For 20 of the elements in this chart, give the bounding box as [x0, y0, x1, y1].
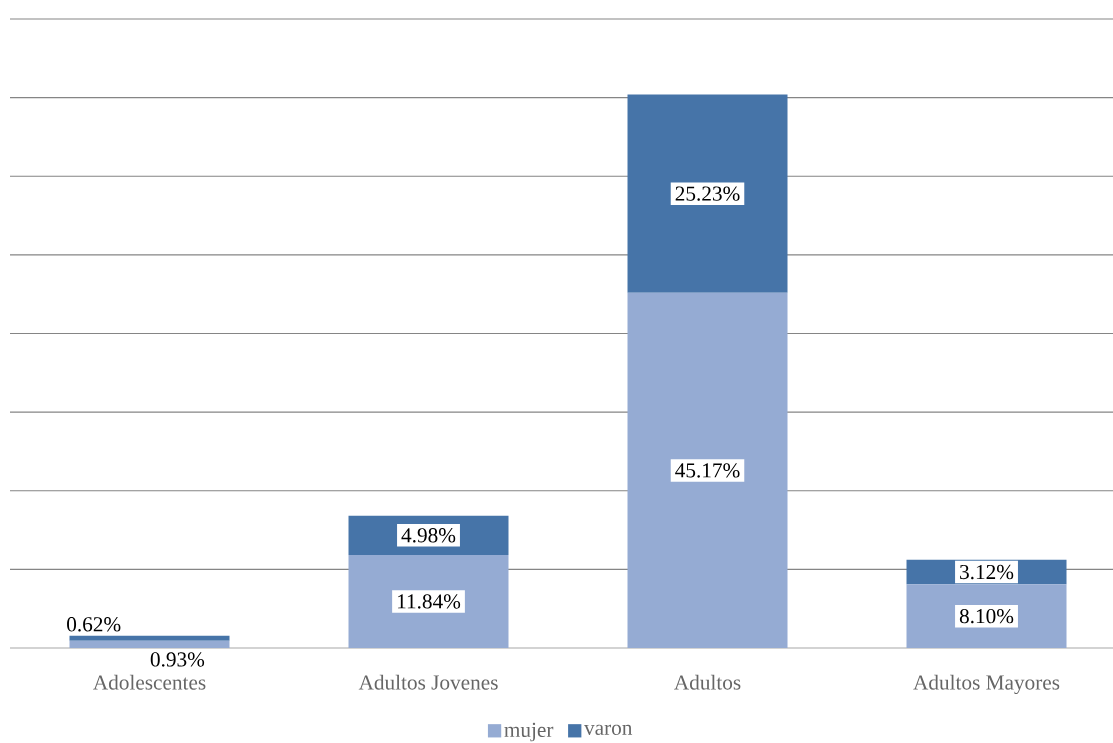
bar	[906, 584, 1067, 648]
data-label: 45.17%	[675, 463, 740, 478]
x-tick-label: Adultos Jovenes	[358, 674, 498, 690]
data-label: 8.10%	[959, 608, 1014, 624]
bar	[69, 640, 230, 648]
legend-label: varon	[584, 724, 633, 736]
bar	[627, 94, 788, 293]
bar	[348, 554, 509, 648]
data-label: 4.98%	[401, 528, 456, 543]
data-label: 3.12%	[960, 564, 1014, 580]
data-label: 11.84%	[398, 594, 461, 609]
x-tick-label: Adultos	[674, 674, 741, 690]
x-tick-label: Adultos Mayores	[913, 674, 1060, 695]
data-label: 25.23%	[675, 186, 740, 201]
x-tick-label: Adolescentes	[93, 674, 206, 690]
legend-label: mujer	[504, 722, 554, 742]
bar	[69, 635, 230, 641]
data-label: 0.93%	[150, 652, 205, 667]
data-label: 0.62%	[67, 617, 121, 632]
bar	[627, 292, 788, 648]
